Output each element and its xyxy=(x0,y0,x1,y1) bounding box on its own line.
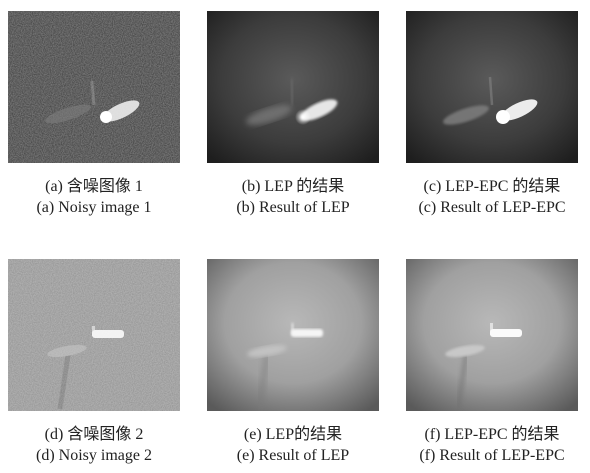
caption-zh-d: (d) 含噪图像 2 xyxy=(44,426,144,443)
noisy-image-2 xyxy=(8,259,180,411)
caption-en-c: (c) Result of LEP-EPC xyxy=(418,199,566,216)
lep-result-2 xyxy=(207,259,379,411)
noisy-image-1 xyxy=(8,11,180,163)
caption-en-f: (f) Result of LEP-EPC xyxy=(419,447,565,464)
caption-zh-f: (f) LEP-EPC 的结果 xyxy=(424,426,560,443)
caption-en-d: (d) Noisy image 2 xyxy=(36,447,152,464)
caption-zh-b: (b) LEP 的结果 xyxy=(241,178,345,195)
lep-result-1 xyxy=(207,11,379,163)
caption-en-b: (b) Result of LEP xyxy=(236,199,350,216)
lep-epc-result-2 xyxy=(406,259,578,411)
caption-en-a: (a) Noisy image 1 xyxy=(36,199,152,216)
caption-zh-a: (a) 含噪图像 1 xyxy=(45,178,143,195)
caption-zh-e: (e) LEP的结果 xyxy=(243,426,343,443)
caption-zh-c: (c) LEP-EPC 的结果 xyxy=(423,178,561,195)
caption-en-e: (e) Result of LEP xyxy=(236,447,350,464)
lep-epc-result-1 xyxy=(406,11,578,163)
